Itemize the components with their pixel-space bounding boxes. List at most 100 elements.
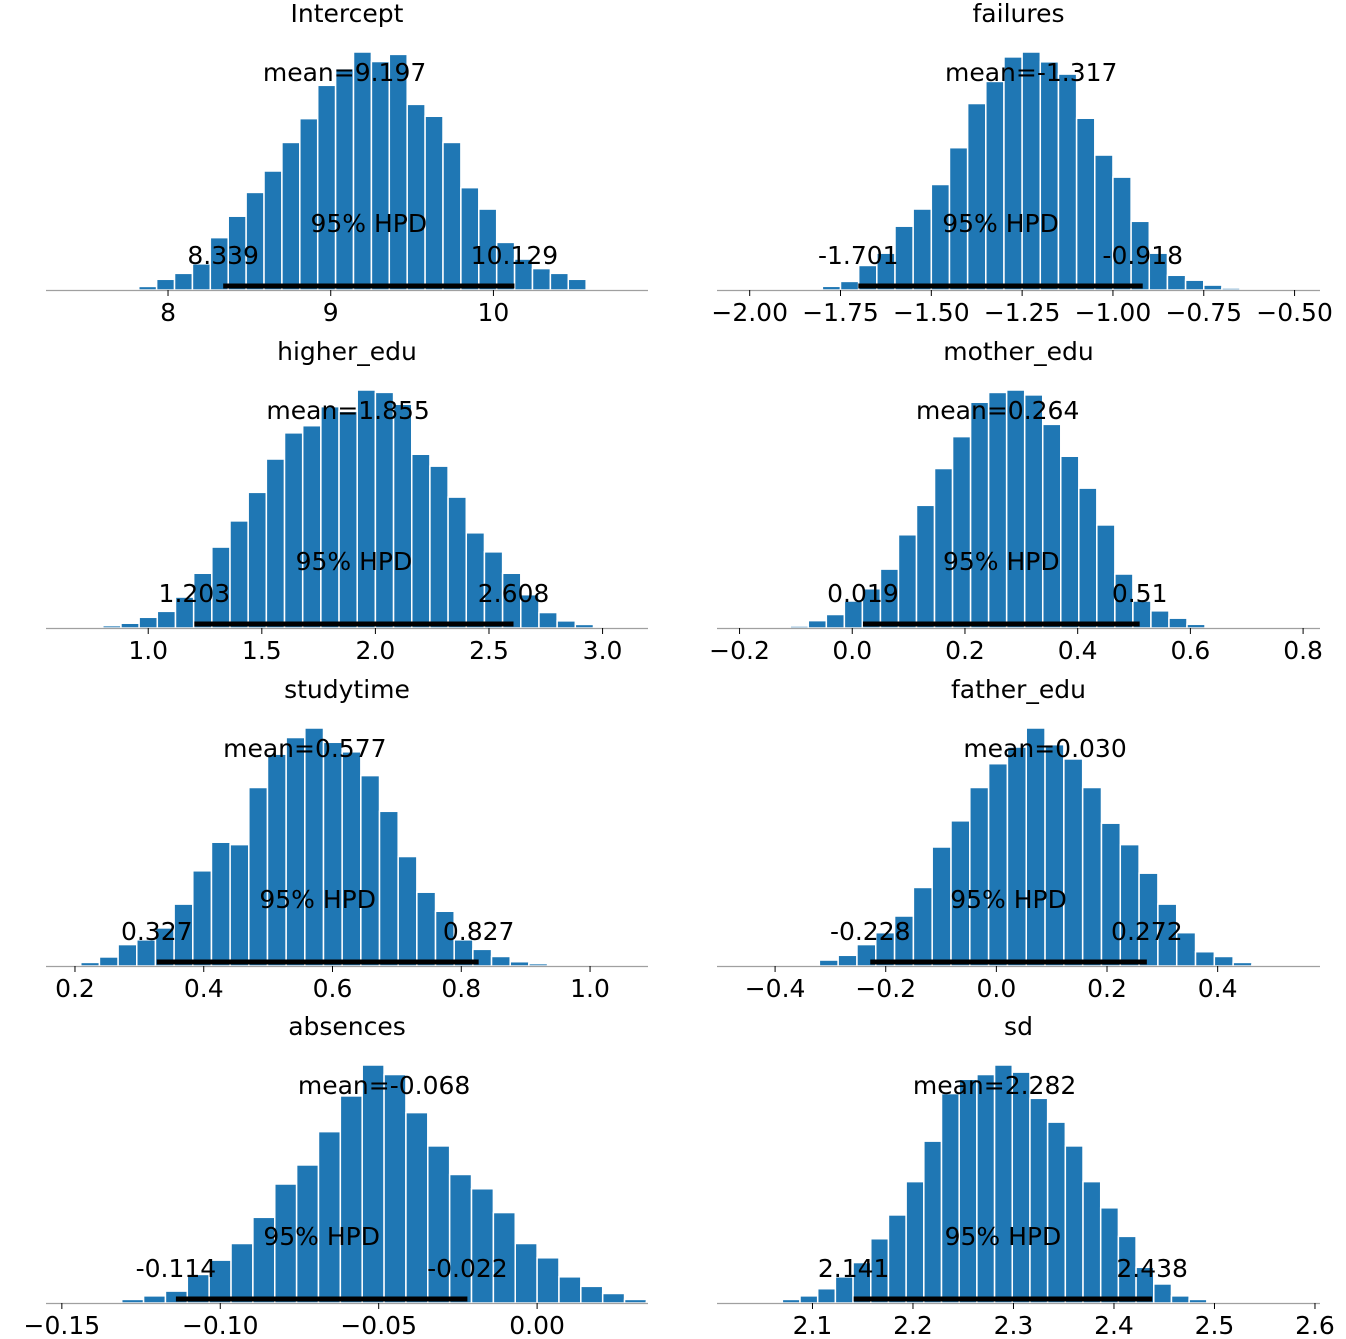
histogram-bar	[645, 1301, 670, 1304]
histogram-bar	[958, 1078, 978, 1304]
histogram-bar	[837, 954, 858, 967]
x-tick-label: −1.25	[984, 298, 1061, 327]
x-tick-label: 0.4	[184, 974, 224, 1003]
histogram-bar	[987, 762, 1009, 967]
x-tick-label: 2.3	[994, 1311, 1034, 1339]
histogram-bar	[248, 786, 269, 967]
panel-absences: −0.15 −0.10 −0.05 0.00 absences mean=-0.068 95…	[24, 1012, 670, 1339]
histogram-bar	[803, 288, 824, 291]
histogram-bar	[1153, 1283, 1173, 1304]
histogram-bar	[397, 855, 418, 967]
histogram-bar	[1188, 1298, 1208, 1304]
x-tick-label: 0.2	[55, 974, 95, 1003]
histogram-bar	[102, 288, 122, 291]
histogram-bar	[1063, 758, 1084, 967]
x-tick-label: 2.1	[793, 1311, 833, 1339]
histogram-bar	[969, 401, 990, 629]
histogram-bar	[61, 964, 82, 967]
histogram-bar	[1119, 843, 1140, 967]
hpd-label: 95% HPD	[259, 885, 376, 914]
histogram-bar	[210, 841, 231, 967]
panel-title: father_edu	[951, 675, 1086, 704]
histogram-bar	[985, 80, 1005, 291]
panel-father_edu: −0.4 −0.2 0.0 0.2 0.4 father_edu mean=0.030 95%…	[717, 675, 1320, 1003]
histogram-bar	[1168, 617, 1188, 629]
x-tick-label: −1.75	[802, 298, 879, 327]
histogram-bar	[283, 432, 304, 629]
histogram-bar	[839, 280, 860, 291]
x-tick-label: 0.4	[1198, 974, 1238, 1003]
x-tick-label: 2.4	[1094, 1311, 1134, 1339]
hpd-high-label: -0.022	[427, 1254, 508, 1283]
x-tick-label: 1.0	[570, 974, 610, 1003]
histogram-bar	[1166, 274, 1187, 291]
mean-label: mean=-1.317	[945, 58, 1117, 87]
histogram-bar	[1057, 73, 1078, 291]
histogram-bar	[1170, 1295, 1190, 1304]
x-tick-label: 0.8	[441, 974, 481, 1003]
histogram-bar	[229, 843, 250, 967]
histogram-bar	[509, 960, 530, 967]
histogram-bar	[580, 1285, 604, 1304]
histogram-bar	[137, 285, 158, 291]
histogram-bar	[825, 613, 846, 629]
histogram-bar	[789, 625, 810, 629]
histogram-bar	[442, 141, 462, 291]
histogram-bar	[816, 1287, 837, 1304]
histogram-bar	[1078, 487, 1098, 629]
histogram-bar	[514, 1242, 538, 1304]
hpd-low-label: 1.203	[159, 579, 231, 608]
histogram-bar	[1046, 1121, 1067, 1304]
x-tick-label: 0.6	[1171, 636, 1211, 665]
x-tick-label: −0.2	[709, 636, 770, 665]
histogram-bar	[1081, 786, 1103, 967]
histogram-bar	[897, 534, 918, 629]
histogram-bar	[120, 287, 140, 291]
panel-title: absences	[288, 1012, 406, 1041]
histogram-bar	[334, 67, 355, 291]
histogram-bar	[230, 1242, 254, 1304]
histogram-bar	[448, 1173, 473, 1304]
histogram-bar	[142, 1295, 167, 1304]
histogram-bar	[424, 115, 444, 291]
x-tick-label: 0.2	[1087, 974, 1127, 1003]
histogram-bar	[940, 1092, 960, 1304]
histogram-bar	[976, 1073, 996, 1304]
histogram-bar	[1112, 176, 1132, 291]
histogram-bar	[993, 1064, 1014, 1304]
panel-Intercept: 8 9 10 Intercept mean=9.197 95% HPD 8.339 10.12…	[46, 0, 648, 327]
panel-sd: 2.1 2.2 2.3 2.4 2.5 2.6 sd mean=2.282 95% HPD 2.1…	[717, 1012, 1335, 1339]
histogram-bar	[915, 504, 936, 629]
histogram-bar	[1203, 284, 1223, 291]
histogram-bar	[905, 1180, 925, 1304]
hpd-high-label: 0.51	[1112, 579, 1168, 608]
histogram-bar	[1186, 623, 1206, 629]
histogram-bar	[528, 962, 549, 967]
hpd-label: 95% HPD	[942, 209, 1059, 238]
x-tick-label: 1.5	[242, 636, 282, 665]
histogram-bar	[1239, 288, 1259, 291]
hpd-low-label: -0.114	[136, 1254, 217, 1283]
hpd-label: 95% HPD	[310, 209, 427, 238]
mean-label: mean=0.577	[223, 734, 386, 763]
panel-title: studytime	[284, 675, 410, 704]
histogram-bar	[1003, 56, 1023, 291]
histogram-bar	[1006, 746, 1027, 967]
histogram-bar	[383, 1073, 407, 1304]
histogram-bar	[405, 1111, 429, 1304]
histogram-bar	[1064, 1145, 1084, 1304]
x-tick-label: −0.15	[24, 1311, 101, 1339]
histogram-bar	[887, 1214, 907, 1304]
histogram-bar	[98, 956, 119, 967]
histogram-bar	[120, 1298, 145, 1304]
histogram-bar	[192, 870, 213, 967]
histogram-bar	[538, 611, 558, 629]
histogram-bar	[1041, 423, 1062, 629]
histogram-bar	[931, 846, 952, 967]
panel-title: failures	[973, 0, 1065, 28]
x-tick-label: 2.2	[893, 1311, 933, 1339]
histogram-bar	[378, 810, 399, 967]
histogram-bar	[1221, 287, 1241, 291]
histogram-bar	[1213, 955, 1234, 967]
histogram-bar	[1075, 117, 1096, 291]
